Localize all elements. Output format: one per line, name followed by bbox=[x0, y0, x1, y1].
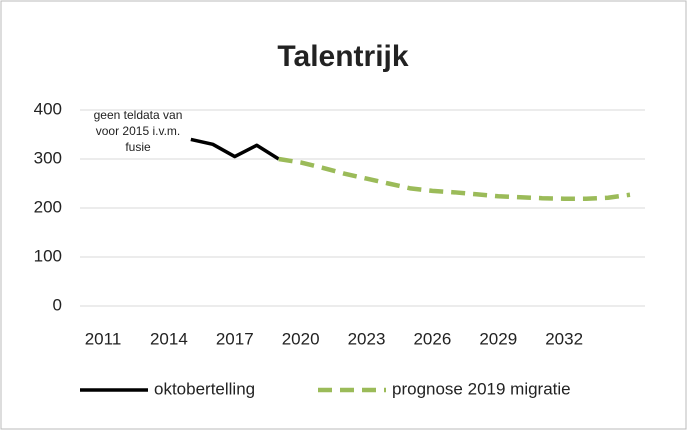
chart-title: Talentrijk bbox=[277, 40, 408, 73]
y-tick-label: 300 bbox=[34, 148, 62, 167]
series-line bbox=[278, 156, 631, 201]
legend-label: oktobertelling bbox=[154, 379, 255, 398]
x-tick-label: 2020 bbox=[282, 329, 320, 348]
annotation: geen teldata van bbox=[94, 108, 183, 122]
x-tick-label: 2023 bbox=[348, 329, 386, 348]
x-tick-label: 2011 bbox=[85, 329, 122, 348]
y-tick-label: 100 bbox=[34, 246, 62, 265]
x-tick-label: 2029 bbox=[479, 329, 517, 348]
x-tick-label: 2017 bbox=[216, 329, 254, 348]
x-tick-label: 2032 bbox=[545, 329, 583, 348]
y-tick-label: 0 bbox=[53, 295, 62, 314]
y-tick-label: 400 bbox=[34, 99, 62, 118]
legend-label: prognose 2019 migratie bbox=[392, 379, 571, 398]
annotation: voor 2015 i.v.m. bbox=[96, 124, 180, 138]
x-tick-label: 2014 bbox=[150, 329, 188, 348]
series-line bbox=[190, 137, 280, 161]
y-tick-label: 200 bbox=[34, 197, 62, 216]
annotation: fusie bbox=[125, 140, 151, 154]
x-tick-label: 2026 bbox=[413, 329, 451, 348]
